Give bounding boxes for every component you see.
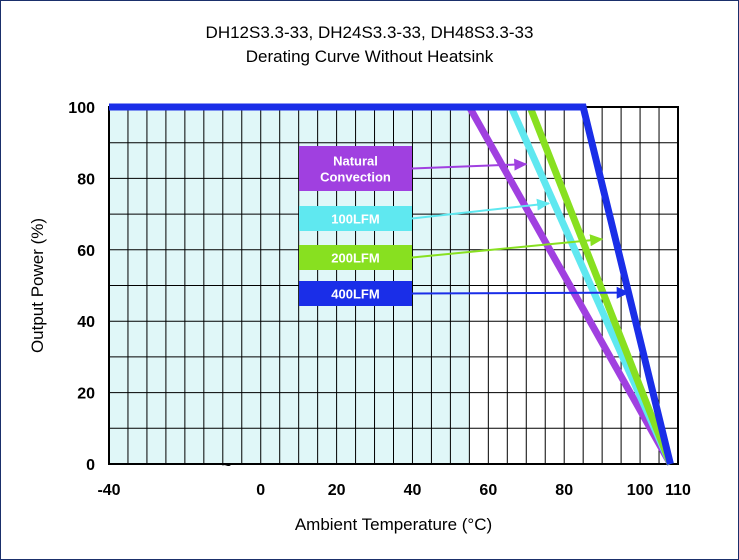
chart-subtitle: Derating Curve Without Heatsink <box>245 47 494 66</box>
x-tick-label: 40 <box>404 482 422 499</box>
legend-box <box>299 206 412 231</box>
legend-label: 200LFM <box>331 251 379 266</box>
legend-arrow <box>411 234 604 259</box>
series-line-4 <box>109 103 674 465</box>
legend-box <box>299 281 412 306</box>
legend-label: Natural <box>333 154 378 169</box>
legend-box <box>299 245 412 270</box>
x-tick-label: 0 <box>256 482 265 499</box>
legend-arrow <box>411 198 551 220</box>
legend-arrow <box>411 286 630 299</box>
legend-arrow <box>411 158 528 171</box>
x-tick-label: 110 <box>665 482 691 499</box>
series-layer <box>109 103 674 466</box>
x-tick-label: 80 <box>555 482 573 499</box>
y-tick-label: 20 <box>77 386 95 403</box>
x-tick-label: 100 <box>627 482 654 499</box>
x-tick-label: -40 <box>97 482 120 499</box>
legend-box <box>299 146 412 191</box>
series-line-1 <box>466 105 674 466</box>
x-tick-label: 20 <box>328 482 346 499</box>
y-tick-label: 0 <box>86 457 95 474</box>
y-tick-label: 100 <box>68 100 95 117</box>
y-tick-label: 60 <box>77 243 95 260</box>
y-axis-title: Output Power (%) <box>28 218 47 353</box>
legend-label: 100LFM <box>331 212 379 227</box>
legend-label: Convection <box>320 170 391 185</box>
x-tick-label: 60 <box>479 482 497 499</box>
y-tick-label: 80 <box>77 171 95 188</box>
axis-break-symbol: ~ <box>222 457 231 474</box>
y-tick-label: 40 <box>77 314 95 331</box>
series-line-3 <box>526 105 674 466</box>
legend-label: 400LFM <box>331 287 379 302</box>
chart-title: DH12S3.3-33, DH24S3.3-33, DH48S3.3-33 <box>205 23 534 42</box>
x-axis-title: Ambient Temperature (°C) <box>295 515 492 534</box>
